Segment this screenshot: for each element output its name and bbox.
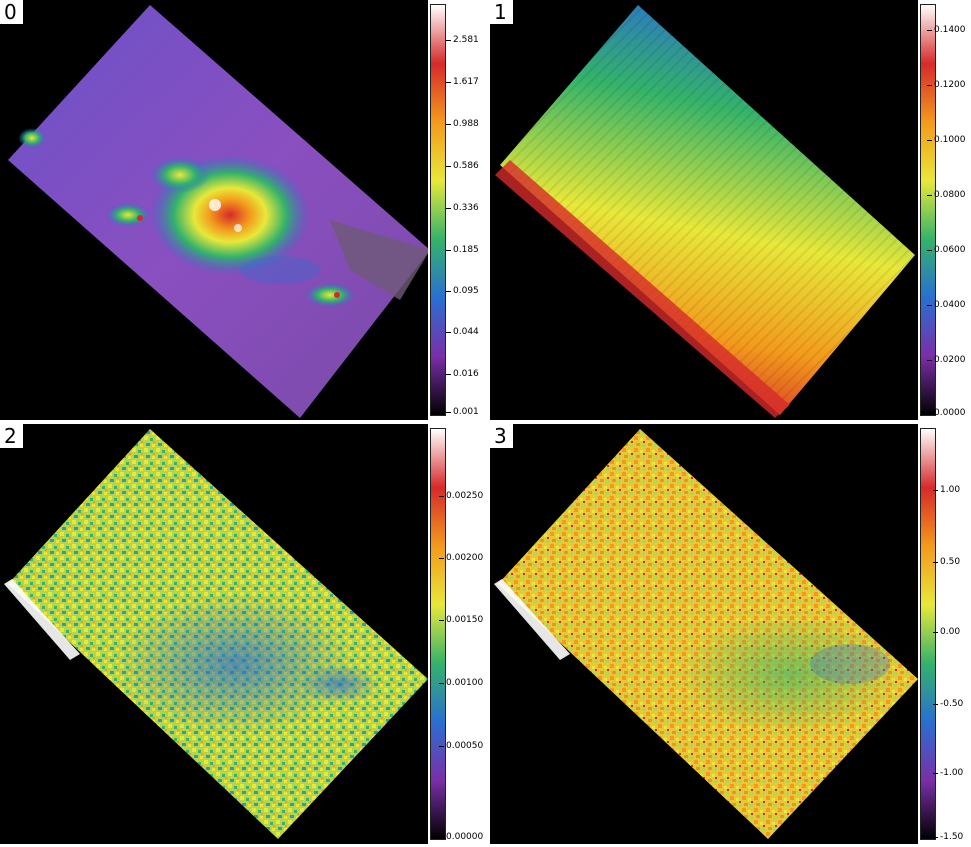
- colorbar-labels-1: 0.1400 0.1200 0.1000 0.0800 0.0600 0.040…: [927, 4, 970, 418]
- intensity-map-2: [4, 429, 428, 839]
- colorbar-tick: 2.581: [446, 35, 479, 45]
- colorbar-tick: 0.001: [446, 407, 479, 417]
- map-panel-2: 2: [0, 424, 428, 844]
- colorbar-3: [920, 428, 936, 840]
- map-footprint-3: [498, 429, 918, 839]
- colorbar-1: [920, 4, 936, 416]
- colorbar-tick: 0.586: [446, 161, 479, 171]
- colorbar-labels-3: 1.00 0.50 0.00 -0.50 -1.00 -1.50: [932, 428, 971, 842]
- intensity-map-1: [495, 5, 915, 418]
- colorbar-tick: 0.00000: [438, 832, 484, 842]
- intensity-map-3: [494, 429, 918, 839]
- colorbar-tick: 0.016: [446, 369, 479, 379]
- colorbar-tick: 0.50: [932, 557, 961, 567]
- colorbar-tick: 0.0000: [927, 408, 966, 418]
- panel-label-1: 1: [490, 0, 513, 24]
- map-panel-0: 0: [0, 0, 428, 420]
- colorbar-labels-0: 2.581 1.617 0.988 0.586 0.336 0.185 0.09…: [446, 4, 483, 417]
- colorbar-tick: 0.0600: [927, 245, 966, 255]
- colorbar-tick: -0.50: [932, 699, 964, 709]
- colorbar-tick: 0.044: [446, 327, 479, 337]
- colorbar-tick: 0.0400: [927, 300, 966, 310]
- colorbar-tick: 0.095: [446, 286, 479, 296]
- colorbar-tick: 0.00150: [438, 615, 484, 625]
- colorbar-tick: 0.00200: [438, 553, 484, 563]
- colorbar-tick: 0.00100: [438, 678, 484, 688]
- map-panel-1: 1: [490, 0, 918, 420]
- colorbar-tick: 0.00250: [438, 491, 484, 501]
- colorbar-tick: -1.50: [932, 832, 964, 842]
- colorbar-tick: 0.00050: [438, 741, 484, 751]
- colorbar-tick: 0.0200: [927, 355, 966, 365]
- colorbar-tick: 0.988: [446, 119, 479, 129]
- colorbar-2: [430, 428, 446, 840]
- colorbar-labels-2: 0.00250 0.00200 0.00150 0.00100 0.00050 …: [438, 428, 486, 842]
- panel-label-0: 0: [0, 0, 23, 24]
- colorbar-tick: 1.00: [932, 485, 961, 495]
- intensity-map-0: [8, 5, 428, 418]
- colorbar-tick: 0.1400: [927, 25, 966, 35]
- colorbar-tick: -1.00: [932, 768, 964, 778]
- panel-label-2: 2: [0, 424, 23, 448]
- colorbar-tick: 0.0800: [927, 190, 966, 200]
- colorbar-tick: 0.00: [932, 627, 961, 637]
- colorbar-tick: 1.617: [446, 77, 479, 87]
- panel-label-3: 3: [490, 424, 513, 448]
- colorbar-tick: 0.1200: [927, 80, 966, 90]
- colorbar-tick: 0.1000: [927, 135, 966, 145]
- colorbar-tick: 0.336: [446, 203, 479, 213]
- colorbar-0: [430, 4, 446, 416]
- colorbar-tick: 0.185: [446, 245, 479, 255]
- map-panel-3: 3: [490, 424, 918, 844]
